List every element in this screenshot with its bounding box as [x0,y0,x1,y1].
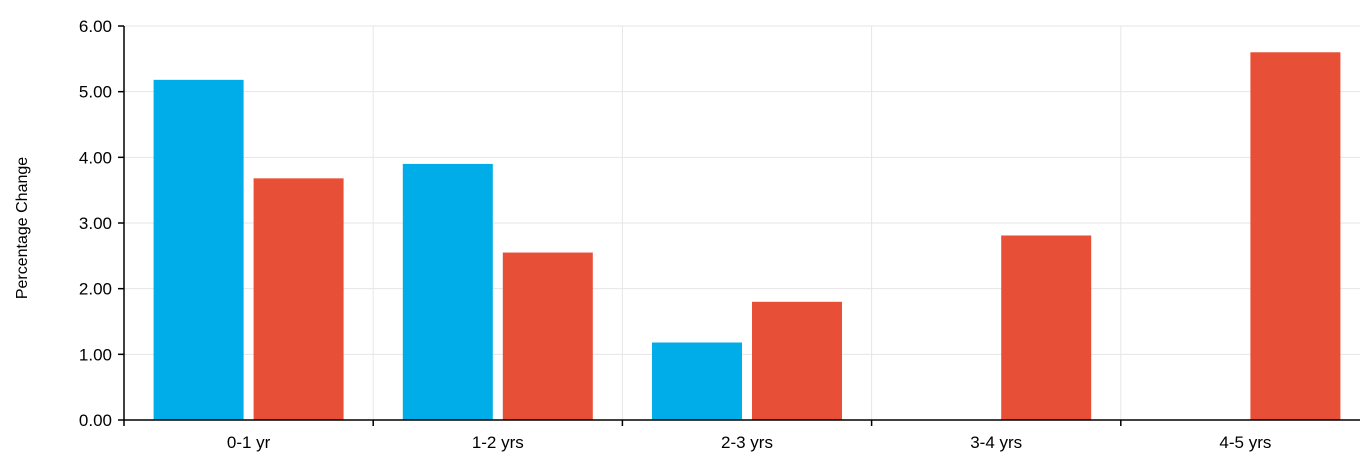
x-tick-label: 1-2 yrs [472,433,524,452]
bar [652,342,742,420]
bars-layer [153,52,1341,421]
bar [752,301,842,420]
x-tick-label: 3-4 yrs [970,433,1022,452]
bar [1250,52,1341,421]
y-axis-label: Percentage Change [14,157,31,299]
x-tick-label: 2-3 yrs [721,433,773,452]
bar [1001,235,1092,420]
y-tick-label: 3.00 [79,214,112,233]
bar [502,252,593,420]
y-tick-label: 5.00 [79,83,112,102]
bar [153,79,244,420]
y-tick-label: 1.00 [79,345,112,364]
bar [402,163,493,420]
x-tick-label: 0-1 yr [227,433,271,452]
y-tick-label: 6.00 [79,17,112,36]
bar [253,178,344,420]
y-tick-label: 0.00 [79,411,112,430]
axes-layer [118,25,1360,426]
labels-layer: 0.00 1.00 2.00 3.00 4.00 5.00 6.00 0-1 yr 1-2 yr… [79,17,1271,452]
y-tick-label: 4.00 [79,148,112,167]
y-tick-label: 2.00 [79,280,112,299]
x-tick-label: 4-5 yrs [1219,433,1271,452]
